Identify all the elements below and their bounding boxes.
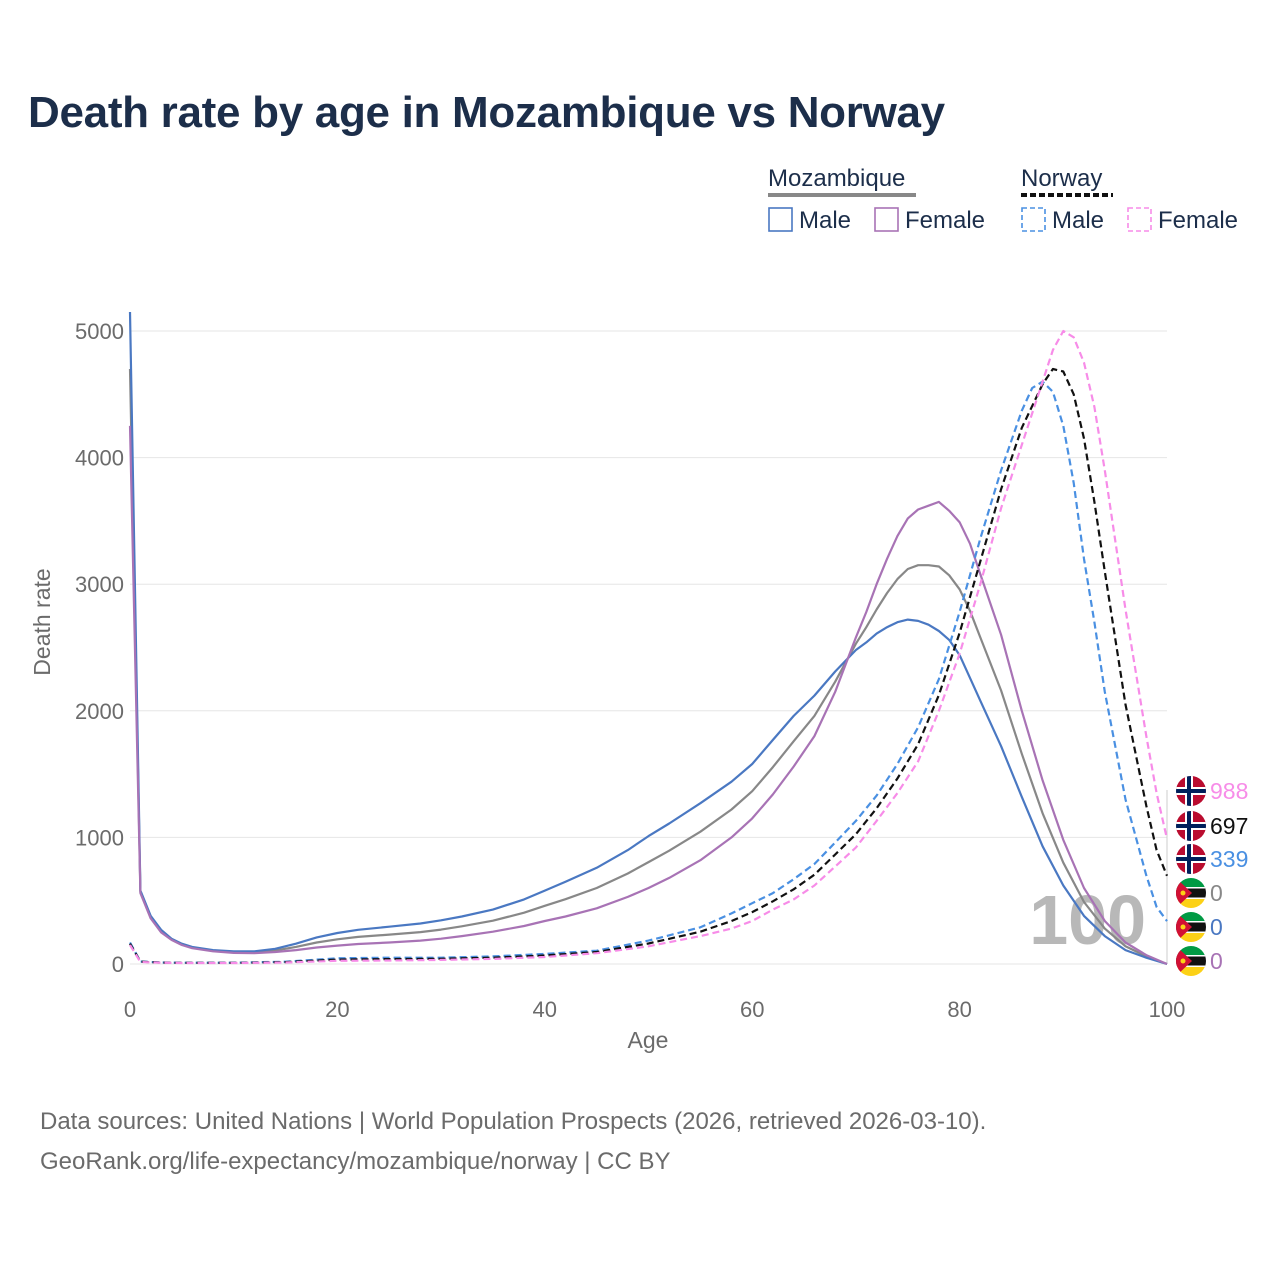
end-labels: 988 697 339 0 0 0	[1176, 776, 1248, 976]
series-line-mozambique-male	[128, 311, 1168, 966]
legend-item-label: Male	[1052, 207, 1104, 234]
y-tick-label: 5000	[75, 319, 124, 344]
series-line-norway-both	[129, 367, 1169, 964]
legend-item-label: Female	[905, 207, 985, 234]
legend-swatch	[874, 207, 899, 232]
legend-item-label: Female	[1158, 207, 1238, 234]
mozambique-flag-icon	[1176, 878, 1206, 908]
legend-group-title: Norway	[1021, 165, 1102, 192]
end-value-label: 339	[1210, 846, 1248, 872]
mozambique-flag-icon	[1176, 912, 1206, 942]
y-tick-label: 4000	[75, 446, 124, 471]
series-lines	[128, 311, 1169, 966]
y-axis-label: Death rate	[29, 568, 55, 675]
legend-item-label: Male	[799, 207, 851, 234]
legend: Mozambique Male Female Norway Male Female	[768, 165, 1238, 234]
chart-title: Death rate by age in Mozambique vs Norwa…	[28, 88, 945, 137]
x-tick-label: 80	[947, 997, 971, 1022]
series-line-norway-female	[129, 329, 1169, 965]
end-value-label: 0	[1210, 948, 1223, 974]
y-axis-ticks: 0 1000 2000 3000 4000 5000	[75, 319, 124, 977]
end-value-label: 697	[1210, 813, 1248, 839]
x-tick-label: 40	[533, 997, 557, 1022]
x-tick-label: 0	[124, 997, 136, 1022]
mozambique-flag-icon	[1176, 946, 1206, 976]
legend-swatch	[1021, 207, 1046, 232]
norway-flag-icon	[1176, 844, 1206, 874]
end-value-label: 0	[1210, 880, 1223, 906]
y-tick-label: 1000	[75, 825, 124, 850]
x-tick-label: 100	[1149, 997, 1186, 1022]
line-chart: 0 1000 2000 3000 4000 5000 0 20 40 60 80 100 Death…	[29, 165, 1248, 1053]
y-tick-label: 3000	[75, 572, 124, 597]
grid-lines	[130, 330, 1167, 965]
source-line: Data sources: United Nations | World Pop…	[40, 1108, 987, 1135]
x-tick-label: 20	[325, 997, 349, 1022]
y-tick-label: 0	[112, 952, 124, 977]
legend-group-title: Mozambique	[768, 165, 905, 192]
norway-flag-icon	[1176, 811, 1206, 841]
series-line-mozambique-female	[128, 425, 1168, 966]
series-line-norway-male	[129, 380, 1168, 964]
norway-flag-icon	[1176, 776, 1206, 806]
y-tick-label: 2000	[75, 699, 124, 724]
legend-swatch	[768, 207, 793, 232]
source-url: GeoRank.org/life-expectancy/mozambique/n…	[40, 1148, 671, 1175]
x-axis-label: Age	[628, 1027, 669, 1053]
legend-swatch	[1127, 207, 1152, 232]
x-tick-label: 60	[740, 997, 764, 1022]
x-axis-ticks: 0 20 40 60 80 100	[124, 997, 1185, 1022]
end-value-label: 988	[1210, 778, 1248, 804]
end-value-label: 0	[1210, 914, 1223, 940]
